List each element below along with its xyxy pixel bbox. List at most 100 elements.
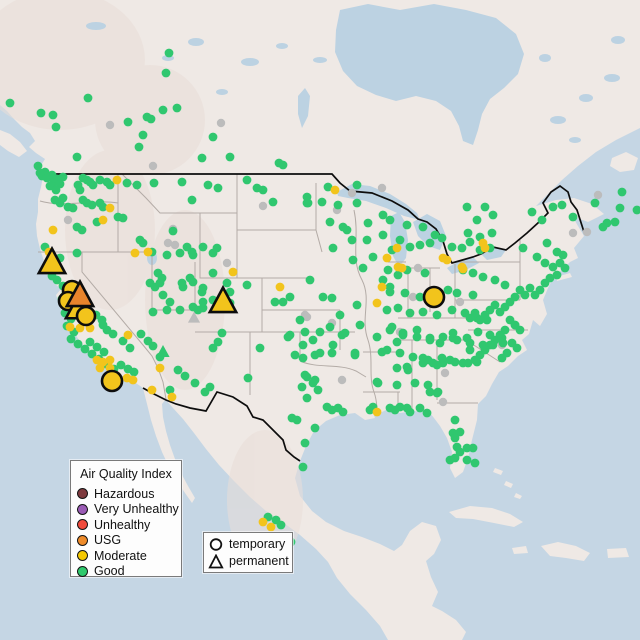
station-dot-nodata[interactable] xyxy=(568,228,578,238)
station-dot-good[interactable] xyxy=(500,280,510,290)
station-dot-good[interactable] xyxy=(395,348,405,358)
station-dot-good[interactable] xyxy=(177,278,187,288)
station-dot-good[interactable] xyxy=(457,243,467,253)
station-dot-moderate[interactable] xyxy=(372,298,382,308)
station-dot-good[interactable] xyxy=(425,387,435,397)
station-dot-moderate[interactable] xyxy=(95,363,105,373)
station-dot-good[interactable] xyxy=(108,329,118,339)
station-dot-nodata[interactable] xyxy=(258,201,268,211)
station-dot-good[interactable] xyxy=(155,278,165,288)
station-dot-good[interactable] xyxy=(560,263,570,273)
station-dot-good[interactable] xyxy=(208,268,218,278)
station-dot-moderate[interactable] xyxy=(143,247,153,257)
station-dot-good[interactable] xyxy=(285,330,295,340)
station-dot-good[interactable] xyxy=(548,202,558,212)
station-dot-good[interactable] xyxy=(315,327,325,337)
station-dot-good[interactable] xyxy=(285,292,295,302)
station-dot-good[interactable] xyxy=(432,310,442,320)
station-dot-good[interactable] xyxy=(557,200,567,210)
station-dot-good[interactable] xyxy=(552,270,562,280)
station-dot-good[interactable] xyxy=(203,180,213,190)
station-dot-good[interactable] xyxy=(297,382,307,392)
station-dot-good[interactable] xyxy=(372,332,382,342)
station-dot-good[interactable] xyxy=(462,333,472,343)
station-dot-good[interactable] xyxy=(418,307,428,317)
station-dot-good[interactable] xyxy=(352,300,362,310)
station-dot-good[interactable] xyxy=(165,297,175,307)
station-dot-good[interactable] xyxy=(217,328,227,338)
station-dot-good[interactable] xyxy=(363,218,373,228)
station-dot-moderate[interactable] xyxy=(48,225,58,235)
station-dot-good[interactable] xyxy=(303,198,313,208)
station-dot-good[interactable] xyxy=(66,334,76,344)
station-dot-moderate[interactable] xyxy=(75,323,85,333)
station-dot-nodata[interactable] xyxy=(408,292,418,302)
station-dot-good[interactable] xyxy=(450,453,460,463)
station-dot-good[interactable] xyxy=(450,433,460,443)
station-dot-good[interactable] xyxy=(168,226,178,236)
station-dot-good[interactable] xyxy=(425,333,435,343)
station-dot-good[interactable] xyxy=(187,195,197,205)
station-dot-good[interactable] xyxy=(177,177,187,187)
station-dot-moderate[interactable] xyxy=(65,322,75,332)
station-dot-good[interactable] xyxy=(423,380,433,390)
station-dot-good[interactable] xyxy=(213,337,223,347)
station-dot-good[interactable] xyxy=(490,275,500,285)
station-dot-good[interactable] xyxy=(92,342,102,352)
station-dot-good[interactable] xyxy=(400,288,410,298)
station-dot-good[interactable] xyxy=(200,387,210,397)
station-dot-good[interactable] xyxy=(418,222,428,232)
station-dot-good[interactable] xyxy=(213,183,223,193)
station-dot-good[interactable] xyxy=(430,230,440,240)
station-dot-good[interactable] xyxy=(73,339,83,349)
station-dot-moderate[interactable] xyxy=(442,255,452,265)
station-dot-good[interactable] xyxy=(405,308,415,318)
station-dot-good[interactable] xyxy=(75,185,85,195)
station-dot-moderate[interactable] xyxy=(228,267,238,277)
station-dot-good[interactable] xyxy=(392,380,402,390)
event-marker-triangle-usg[interactable] xyxy=(64,278,96,308)
station-dot-good[interactable] xyxy=(455,427,465,437)
station-dot-good[interactable] xyxy=(387,322,397,332)
station-dot-good[interactable] xyxy=(372,377,382,387)
station-dot-good[interactable] xyxy=(473,327,483,337)
station-dot-moderate[interactable] xyxy=(258,517,268,527)
station-dot-good[interactable] xyxy=(138,238,148,248)
station-dot-good[interactable] xyxy=(308,335,318,345)
station-dot-nodata[interactable] xyxy=(163,238,173,248)
station-dot-good[interactable] xyxy=(68,203,78,213)
station-dot-good[interactable] xyxy=(258,185,268,195)
station-dot-good[interactable] xyxy=(305,275,315,285)
station-dot-good[interactable] xyxy=(165,385,175,395)
station-dot-good[interactable] xyxy=(447,242,457,252)
station-dot-good[interactable] xyxy=(468,443,478,453)
station-dot-good[interactable] xyxy=(465,345,475,355)
station-dot-good[interactable] xyxy=(485,330,495,340)
station-dot-good[interactable] xyxy=(87,200,97,210)
station-dot-good[interactable] xyxy=(97,315,107,325)
station-dot-good[interactable] xyxy=(80,344,90,354)
station-dot-good[interactable] xyxy=(164,48,174,58)
station-dot-good[interactable] xyxy=(437,353,447,363)
station-dot-good[interactable] xyxy=(197,153,207,163)
station-dot-good[interactable] xyxy=(382,305,392,315)
station-dot-good[interactable] xyxy=(308,378,318,388)
station-dot-nodata[interactable] xyxy=(105,120,115,130)
station-dot-good[interactable] xyxy=(480,202,490,212)
station-dot-good[interactable] xyxy=(327,348,337,358)
station-dot-good[interactable] xyxy=(540,278,550,288)
station-dot-good[interactable] xyxy=(188,277,198,287)
station-dot-good[interactable] xyxy=(617,187,627,197)
station-dot-good[interactable] xyxy=(378,210,388,220)
station-dot-moderate[interactable] xyxy=(147,385,157,395)
station-dot-good[interactable] xyxy=(443,285,453,295)
station-dot-good[interactable] xyxy=(475,315,485,325)
station-dot-good[interactable] xyxy=(58,193,68,203)
station-dot-good[interactable] xyxy=(392,337,402,347)
station-dot-moderate[interactable] xyxy=(266,522,276,532)
station-dot-good[interactable] xyxy=(408,352,418,362)
station-dot-good[interactable] xyxy=(338,407,348,417)
station-dot-good[interactable] xyxy=(425,238,435,248)
station-dot-good[interactable] xyxy=(403,365,413,375)
station-dot-good[interactable] xyxy=(452,288,462,298)
